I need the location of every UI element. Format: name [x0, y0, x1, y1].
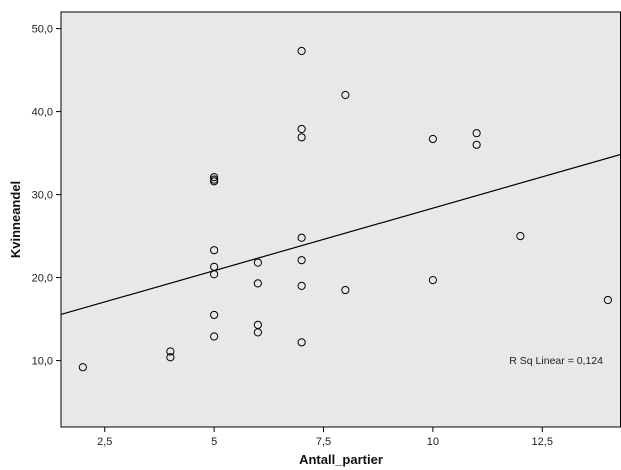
plot-area	[60, 11, 621, 428]
data-point	[297, 281, 306, 290]
data-point	[253, 320, 262, 330]
regression-line	[60, 153, 621, 316]
x-axis-ticks: 2,5 5 7,5 10 12,5	[97, 427, 553, 448]
data-point	[297, 124, 306, 134]
x-axis-label: Antall_partier	[299, 452, 383, 467]
y-tick-label: 20,0	[32, 273, 53, 285]
x-tick-label: 10	[427, 436, 439, 448]
data-point	[516, 232, 525, 241]
data-point	[210, 310, 219, 320]
data-point	[297, 256, 306, 265]
data-point	[210, 246, 219, 255]
data-point	[297, 133, 306, 142]
data-point	[297, 338, 306, 347]
r-squared-annotation: R Sq Linear = 0,124	[509, 355, 603, 367]
data-point	[78, 363, 87, 372]
data-point	[210, 332, 219, 341]
data-point	[210, 173, 219, 182]
y-tick-label: 40,0	[32, 107, 53, 119]
x-tick-label: 2,5	[97, 436, 112, 448]
data-point	[210, 175, 219, 184]
data-point	[253, 258, 262, 267]
data-point	[472, 129, 481, 138]
y-axis-label: Kvinneandel	[8, 181, 23, 258]
data-point	[603, 295, 612, 305]
data-point	[341, 285, 350, 295]
data-points	[78, 46, 612, 372]
y-axis-ticks: 10,0 20,0 30,0 40,0 50,0	[32, 24, 61, 368]
data-point	[297, 233, 306, 242]
data-point	[428, 134, 437, 144]
data-point	[472, 140, 481, 149]
data-point	[297, 46, 306, 56]
y-tick-label: 10,0	[32, 356, 53, 368]
data-point	[166, 353, 175, 362]
y-tick-label: 30,0	[32, 190, 53, 202]
data-point	[253, 279, 262, 288]
data-point	[341, 90, 350, 100]
data-point	[166, 347, 175, 356]
data-point	[428, 275, 437, 285]
x-tick-label: 7,5	[316, 436, 331, 448]
x-tick-label: 12,5	[532, 436, 553, 448]
data-point	[210, 262, 219, 271]
x-tick-label: 5	[211, 436, 217, 448]
y-tick-label: 50,0	[32, 24, 53, 36]
